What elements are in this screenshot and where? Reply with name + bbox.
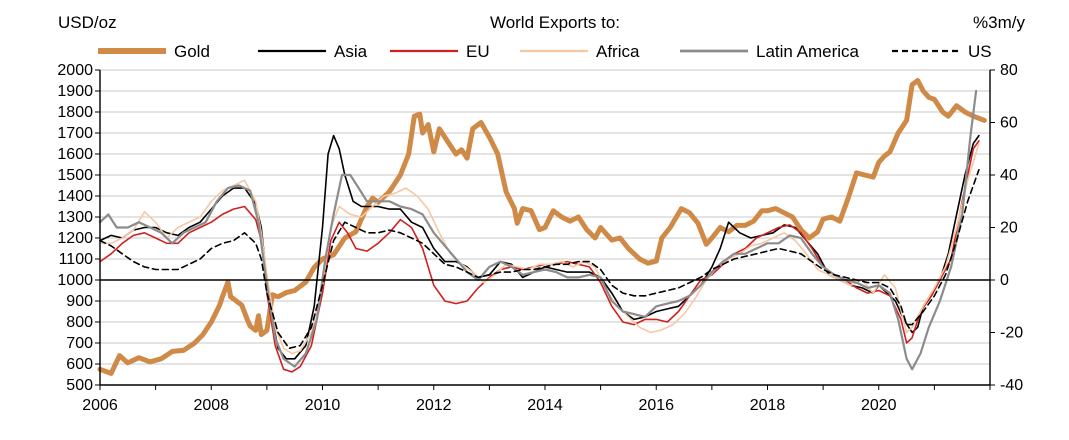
series-lines [97,78,987,376]
left-tick-label: 2000 [57,62,93,79]
legend-item-gold: Gold [98,42,210,61]
right-tick-label: 0 [1000,272,1009,289]
left-tick-label: 500 [66,377,93,394]
series-line-us [99,169,980,350]
left-axis-unit-label: USD/oz [58,13,117,32]
legend-label: EU [466,42,490,61]
x-tick-label: 2020 [861,397,897,414]
right-tick-label: -20 [1000,325,1023,342]
x-tick-label: 2014 [527,397,563,414]
legend-label: Gold [174,42,210,61]
right-tick-label: 20 [1000,220,1018,237]
x-tick-label: 2016 [638,397,674,414]
x-tick-label: 2012 [416,397,452,414]
left-tick-label: 1200 [57,230,93,247]
legend: Gold Asia EU Africa Latin America US [98,42,992,61]
x-tick-label: 2018 [750,397,786,414]
left-tick-label: 1000 [57,272,93,289]
left-tick-label: 1100 [59,251,94,268]
right-tick-label: 80 [1000,62,1018,79]
left-tick-label: 600 [66,356,93,373]
series-line-asia [99,134,980,360]
legend-label: Africa [596,42,640,61]
chart-title: World Exports to: [490,13,620,32]
right-tick-label: -40 [1000,377,1023,394]
series-line-gold [97,78,987,376]
left-tick-label: 1800 [57,104,93,121]
legend-item-eu: EU [390,42,490,61]
left-tick-label: 800 [66,314,93,331]
legend-item-latin-america: Latin America [680,42,860,61]
right-tick-label: 60 [1000,115,1018,132]
axis-tick-labels: 2000 1900 1800 1700 1600 1500 1400 1300 1200 1100… [57,62,1023,414]
left-tick-label: 1900 [57,83,93,100]
x-tick-label: 2006 [82,397,118,414]
legend-label: US [968,42,992,61]
series-line-eu [99,140,980,373]
right-tick-label: 40 [1000,167,1018,184]
left-tick-label: 900 [66,293,93,310]
legend-item-us: US [892,42,992,61]
axes [95,69,995,390]
left-tick-label: 1300 [57,209,93,226]
legend-item-asia: Asia [258,42,368,61]
right-axis-unit-label: %3m/y [973,13,1025,32]
left-tick-label: 1700 [57,125,93,142]
left-tick-label: 1500 [57,167,93,184]
left-tick-label: 1600 [57,146,93,163]
x-tick-label: 2008 [193,397,229,414]
x-tick-label: 2010 [305,397,341,414]
left-tick-label: 1400 [57,188,93,205]
legend-item-africa: Africa [520,42,640,61]
left-tick-label: 700 [66,335,93,352]
chart-header: USD/oz World Exports to: %3m/y [58,13,1025,32]
legend-label: Latin America [756,42,860,61]
legend-label: Asia [334,42,368,61]
